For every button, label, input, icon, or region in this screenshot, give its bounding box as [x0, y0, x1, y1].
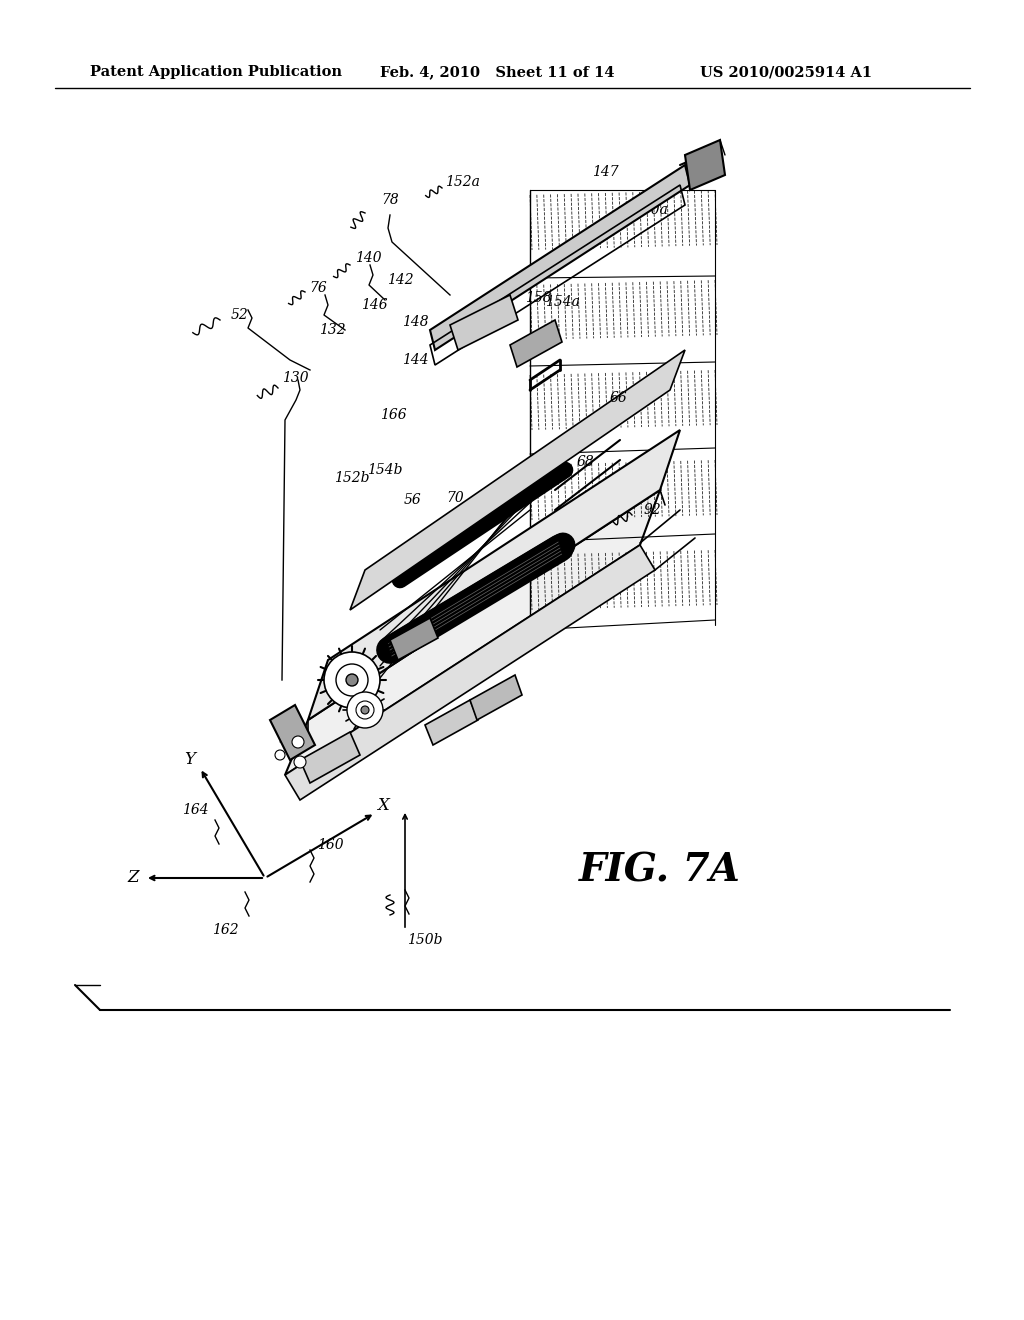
Polygon shape	[285, 545, 655, 800]
Text: 148: 148	[401, 315, 428, 329]
Text: 66: 66	[609, 391, 627, 405]
Polygon shape	[270, 705, 315, 760]
Polygon shape	[685, 140, 725, 190]
Polygon shape	[450, 294, 518, 350]
Text: 162: 162	[212, 923, 239, 937]
Polygon shape	[308, 430, 680, 719]
Polygon shape	[300, 733, 360, 783]
Polygon shape	[350, 350, 685, 610]
Circle shape	[292, 737, 304, 748]
Text: 130: 130	[282, 371, 308, 385]
Circle shape	[336, 664, 368, 696]
Text: 52: 52	[231, 308, 249, 322]
Text: 150b: 150b	[408, 933, 442, 946]
Text: 140: 140	[354, 251, 381, 265]
Text: 68: 68	[577, 455, 594, 469]
Circle shape	[356, 701, 374, 719]
Text: US 2010/0025914 A1: US 2010/0025914 A1	[700, 65, 872, 79]
Text: 164: 164	[181, 803, 208, 817]
Text: 150a: 150a	[633, 203, 668, 216]
Circle shape	[347, 692, 383, 729]
Text: 160: 160	[316, 838, 343, 851]
Circle shape	[346, 675, 358, 686]
Circle shape	[324, 652, 380, 708]
Polygon shape	[510, 319, 562, 367]
Text: 147: 147	[592, 165, 618, 180]
Polygon shape	[430, 165, 690, 350]
Polygon shape	[470, 675, 522, 719]
Text: 152b: 152b	[334, 471, 370, 484]
Text: Z: Z	[127, 870, 138, 887]
Text: Feb. 4, 2010   Sheet 11 of 14: Feb. 4, 2010 Sheet 11 of 14	[380, 65, 614, 79]
Polygon shape	[425, 700, 478, 744]
Text: 146: 146	[360, 298, 387, 312]
Text: 76: 76	[309, 281, 327, 294]
Circle shape	[275, 750, 285, 760]
Text: 152a: 152a	[444, 176, 479, 189]
Text: 70: 70	[446, 491, 464, 506]
Text: 144: 144	[401, 352, 428, 367]
Circle shape	[276, 726, 284, 734]
Text: 92: 92	[643, 503, 660, 517]
Text: FIG. 7A: FIG. 7A	[580, 851, 741, 888]
Text: Patent Application Publication: Patent Application Publication	[90, 65, 342, 79]
Text: 132: 132	[318, 323, 345, 337]
Text: Y: Y	[184, 751, 196, 768]
Text: 158: 158	[524, 290, 551, 305]
Circle shape	[294, 756, 306, 768]
Polygon shape	[285, 490, 660, 775]
Polygon shape	[390, 618, 438, 660]
Circle shape	[361, 706, 369, 714]
Text: 154b: 154b	[368, 463, 402, 477]
Text: 166: 166	[380, 408, 407, 422]
Text: X: X	[377, 797, 389, 814]
Text: 142: 142	[387, 273, 414, 286]
Text: 56: 56	[404, 492, 422, 507]
Text: 154a: 154a	[545, 294, 580, 309]
Text: 78: 78	[381, 193, 399, 207]
